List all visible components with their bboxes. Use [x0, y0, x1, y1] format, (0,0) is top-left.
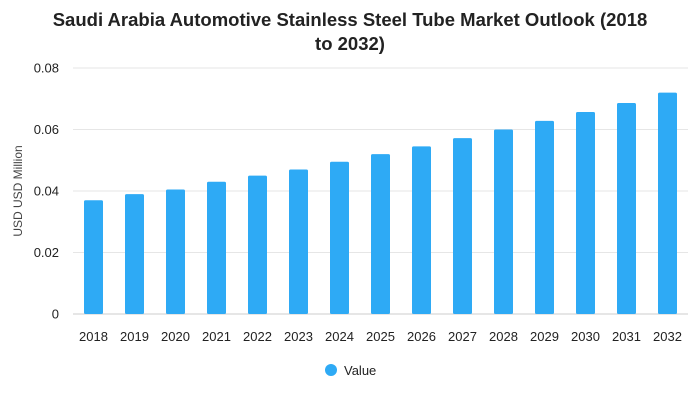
y-tick-label: 0	[52, 307, 59, 322]
x-axis-ticks: 2018 2019 2020 2021 2022 2023 2024 2025 2026 2027…	[79, 329, 682, 344]
bar-2024[interactable]	[330, 161, 349, 314]
x-tick-label: 2028	[489, 329, 518, 344]
bar-2031[interactable]	[617, 103, 636, 315]
bar-2022[interactable]	[248, 175, 267, 314]
y-tick-label: 0.06	[34, 122, 59, 137]
chart-title-line-1: Saudi Arabia Automotive Stainless Steel …	[52, 9, 648, 30]
bar-2028[interactable]	[494, 129, 513, 315]
legend-marker-value	[325, 364, 337, 376]
bar-2032[interactable]	[658, 92, 677, 314]
y-tick-label: 0.08	[34, 61, 59, 76]
x-tick-label: 2032	[653, 329, 682, 344]
x-tick-label: 2019	[120, 329, 149, 344]
bar-2030[interactable]	[576, 111, 595, 314]
legend-label-value: Value	[344, 363, 376, 378]
bar-2025[interactable]	[371, 154, 390, 314]
bar-2021[interactable]	[207, 181, 226, 314]
x-tick-label: 2025	[366, 329, 395, 344]
chart-title: Saudi Arabia Automotive Stainless Steel …	[0, 8, 700, 56]
bar-2020[interactable]	[166, 189, 185, 314]
y-tick-label: 0.02	[34, 245, 59, 260]
bar-2018[interactable]	[84, 200, 103, 314]
x-tick-label: 2029	[530, 329, 559, 344]
bars	[84, 92, 677, 315]
y-axis-ticks: 0 0.02 0.04 0.06 0.08	[34, 61, 59, 322]
bar-2029[interactable]	[535, 120, 554, 314]
x-tick-label: 2030	[571, 329, 600, 344]
bar-2026[interactable]	[412, 146, 431, 314]
x-tick-label: 2018	[79, 329, 108, 344]
x-tick-label: 2020	[161, 329, 190, 344]
x-tick-label: 2023	[284, 329, 313, 344]
x-tick-label: 2026	[407, 329, 436, 344]
x-tick-label: 2021	[202, 329, 231, 344]
x-tick-label: 2027	[448, 329, 477, 344]
bar-2023[interactable]	[289, 169, 308, 314]
bar-2019[interactable]	[125, 194, 144, 314]
y-axis-title: USD USD Million	[11, 145, 25, 236]
y-tick-label: 0.04	[34, 184, 59, 199]
bar-2027[interactable]	[453, 138, 472, 314]
x-tick-label: 2031	[612, 329, 641, 344]
x-tick-label: 2024	[325, 329, 354, 344]
legend[interactable]: Value	[325, 363, 376, 378]
chart-title-line-2: to 2032)	[315, 33, 385, 54]
x-tick-label: 2022	[243, 329, 272, 344]
